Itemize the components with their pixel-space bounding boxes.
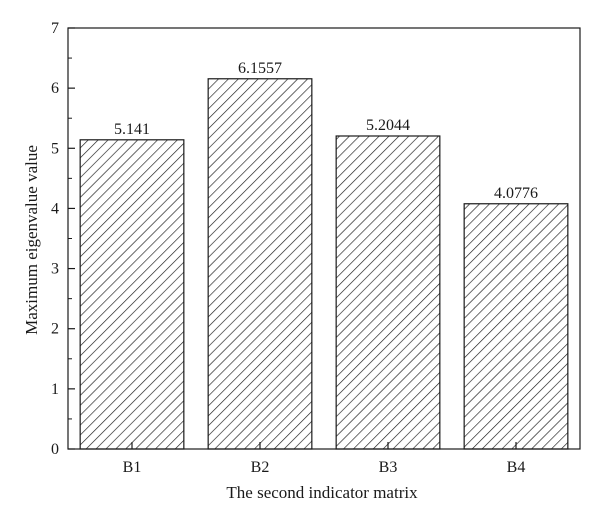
y-tick-label: 0 xyxy=(51,441,59,458)
bar-b1 xyxy=(79,139,185,450)
y-tick-label: 4 xyxy=(51,200,59,217)
x-tick-label-b3: B3 xyxy=(379,459,398,476)
x-axis: B1 B2 B3 B4 xyxy=(123,442,526,476)
y-axis: 0 1 2 3 4 5 6 7 xyxy=(51,20,75,458)
data-label-b3: 5.2044 xyxy=(366,117,410,134)
y-tick-label: 1 xyxy=(51,381,59,398)
bar-b3 xyxy=(335,135,441,450)
data-label-b4: 4.0776 xyxy=(494,185,538,202)
data-label-b1: 5.141 xyxy=(114,121,150,138)
x-tick-label-b4: B4 xyxy=(507,459,526,476)
y-tick-label: 3 xyxy=(51,261,59,278)
x-axis-title: The second indicator matrix xyxy=(226,483,418,502)
y-tick-label: 7 xyxy=(51,20,59,37)
y-tick-label: 5 xyxy=(51,140,59,157)
x-tick-label-b2: B2 xyxy=(251,459,270,476)
y-tick-label: 6 xyxy=(51,80,59,97)
data-labels: 5.141 6.1557 5.2044 4.0776 xyxy=(114,60,538,202)
bars xyxy=(79,78,569,450)
bar-b4 xyxy=(463,203,569,450)
bar-b2 xyxy=(207,78,313,450)
y-tick-label: 2 xyxy=(51,321,59,338)
y-axis-title: Maximum eigenvalue value xyxy=(22,145,41,335)
data-label-b2: 6.1557 xyxy=(238,60,282,77)
x-tick-label-b1: B1 xyxy=(123,459,142,476)
